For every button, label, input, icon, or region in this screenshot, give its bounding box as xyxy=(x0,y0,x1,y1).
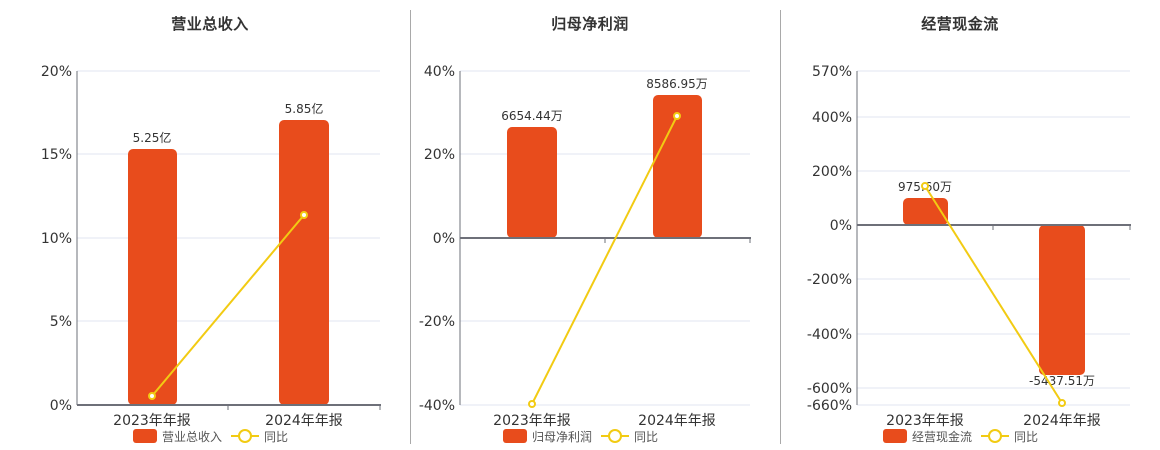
y-tick-label: 570% xyxy=(812,64,852,80)
y-tick-label: 0% xyxy=(50,398,72,414)
panel-divider xyxy=(780,10,781,444)
legend-line-circle-icon[interactable] xyxy=(231,429,260,443)
bar-value-label: 5.85亿 xyxy=(285,101,324,116)
legend: 经营现金流 同比 xyxy=(883,428,1038,444)
legend-bar-label[interactable]: 营业总收入 xyxy=(162,429,223,444)
legend-bar-label[interactable]: 归母净利润 xyxy=(532,429,593,444)
yoy-line[interactable] xyxy=(924,185,1063,404)
y-tick-label: 40% xyxy=(424,64,455,80)
legend-line-circle-icon[interactable] xyxy=(981,429,1010,443)
y-tick-label: 15% xyxy=(41,147,72,163)
bar-value-label: 5.25亿 xyxy=(133,130,172,145)
legend: 归母净利润 同比 xyxy=(503,428,658,444)
yoy-line[interactable] xyxy=(151,214,305,397)
yoy-line[interactable] xyxy=(531,115,678,405)
yoy-point[interactable] xyxy=(921,182,929,190)
x-tick-label: 2023年年报 xyxy=(493,413,571,429)
y-tick-label: 10% xyxy=(41,231,72,247)
bar-2024[interactable] xyxy=(279,120,329,405)
bar-2023[interactable] xyxy=(128,149,177,405)
x-tick-label: 2024年年报 xyxy=(1023,413,1101,429)
y-tick-label: -600% xyxy=(807,381,852,397)
yoy-point[interactable] xyxy=(673,112,681,120)
y-tick-label: 5% xyxy=(50,314,72,330)
y-tick-label: -20% xyxy=(419,314,455,330)
yoy-point[interactable] xyxy=(148,392,156,400)
y-tick-label: 20% xyxy=(41,64,72,80)
legend-line-label[interactable]: 同比 xyxy=(264,429,289,444)
yoy-point[interactable] xyxy=(300,211,308,219)
x-tick-label: 2024年年报 xyxy=(638,413,716,429)
bar-2024[interactable] xyxy=(653,95,702,238)
y-tick-label: -40% xyxy=(419,398,455,414)
legend-line-circle-icon[interactable] xyxy=(601,429,630,443)
legend-line-label[interactable]: 同比 xyxy=(634,429,659,444)
y-tick-label: 0% xyxy=(830,218,852,234)
chart-plot: 20% 15% 10% 5% 0% 5.25亿 5.85亿 2023年年报 20… xyxy=(41,64,381,429)
x-tick-label: 2023年年报 xyxy=(113,413,191,429)
legend-bar-swatch-icon[interactable] xyxy=(503,429,527,443)
y-tick-label: 200% xyxy=(812,164,852,180)
legend-line-label[interactable]: 同比 xyxy=(1014,429,1039,444)
legend: 营业总收入 同比 xyxy=(133,428,288,444)
y-tick-label: 20% xyxy=(424,147,455,163)
x-tick-label: 2024年年报 xyxy=(265,413,343,429)
y-tick-label: -400% xyxy=(807,327,852,343)
grid-lines xyxy=(857,70,1130,406)
bar-value-label: 6654.44万 xyxy=(501,109,563,123)
legend-bar-swatch-icon[interactable] xyxy=(883,429,907,443)
bar-value-label: 8586.95万 xyxy=(646,77,708,91)
chart-panel-revenue: 营业总收入 20% 15% 10% 5% 0% 5.25亿 5.85亿 xyxy=(0,0,400,450)
chart-title: 营业总收入 xyxy=(171,15,249,33)
y-tick-label: 400% xyxy=(812,110,852,126)
bar-2024[interactable] xyxy=(1039,225,1085,375)
panel-divider xyxy=(410,10,411,444)
y-tick-label: -660% xyxy=(807,398,852,414)
x-tick-label: 2023年年报 xyxy=(886,413,964,429)
yoy-point[interactable] xyxy=(1058,399,1066,407)
chart-title: 归母净利润 xyxy=(551,15,629,33)
bar-value-label: -5437.51万 xyxy=(1029,374,1095,388)
yoy-point[interactable] xyxy=(528,400,536,408)
y-tick-label: 0% xyxy=(433,231,455,247)
bar-2023[interactable] xyxy=(507,127,557,238)
legend-bar-swatch-icon[interactable] xyxy=(133,429,157,443)
chart-title: 经营现金流 xyxy=(921,15,999,33)
chart-panel-net-profit: 归母净利润 40% 20% 0% -20% -40% 6654.44万 8586… xyxy=(419,15,751,444)
y-tick-label: -200% xyxy=(807,272,852,288)
legend-bar-label[interactable]: 经营现金流 xyxy=(912,429,973,444)
chart-plot: 40% 20% 0% -20% -40% 6654.44万 8586.95万 2… xyxy=(419,64,751,429)
grid-lines xyxy=(77,70,380,322)
